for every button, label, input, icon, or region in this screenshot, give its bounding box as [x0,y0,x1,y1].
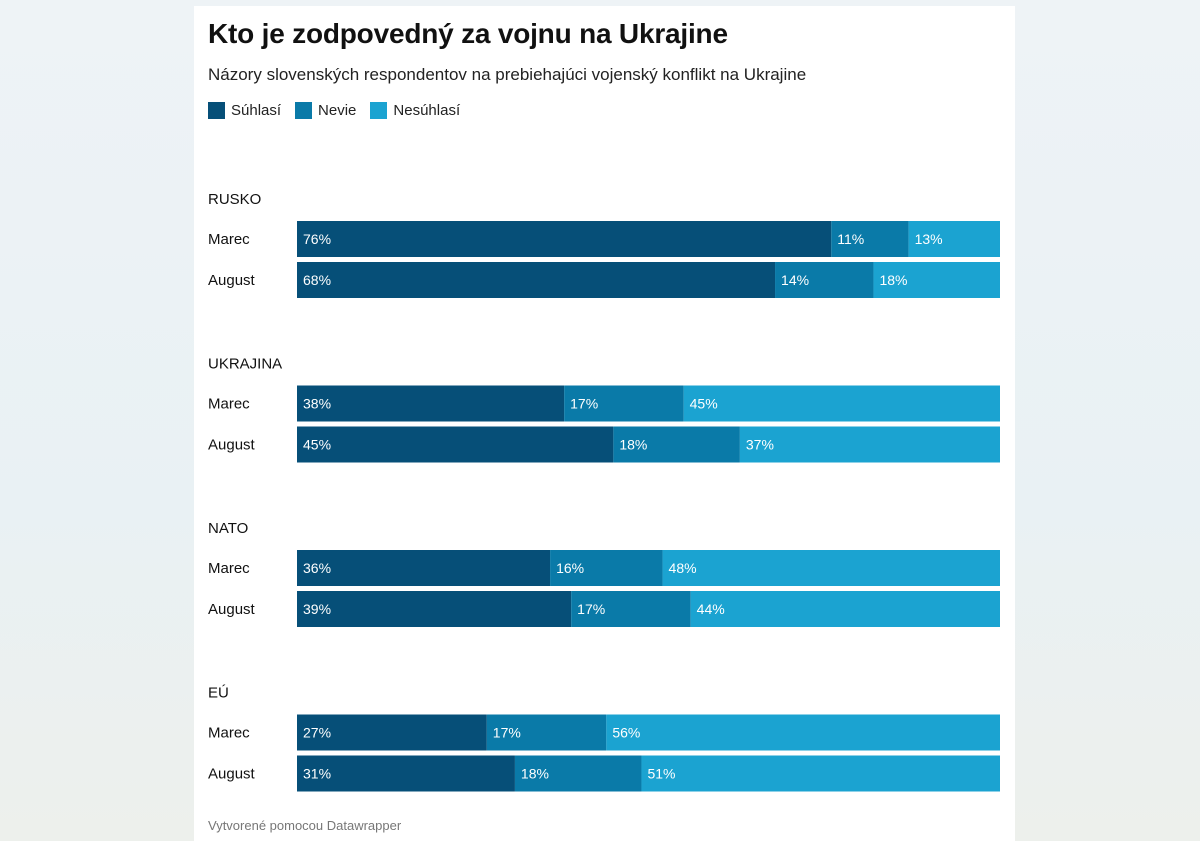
value-label-suhlasi: 38% [303,396,331,412]
value-label-nesuhlasi: 44% [697,601,725,617]
bar-segment-nesuhlasi [606,714,1000,751]
bar-segment-nesuhlasi [873,262,1000,298]
row-label: Marec [208,560,250,577]
value-label-nesuhlasi: 45% [690,396,718,412]
chart-subtitle: Názory slovenských respondentov na prebi… [208,65,807,84]
bar-segment-suhlasi [297,262,776,298]
group-label: EÚ [208,685,229,702]
bar-segment-nevie [550,550,663,586]
value-label-nevie: 18% [619,437,647,453]
group-label: RUSKO [208,191,261,208]
bar-segment-suhlasi [297,221,832,257]
value-label-nesuhlasi: 13% [915,231,943,247]
value-label-nesuhlasi: 56% [612,725,640,741]
value-label-suhlasi: 76% [303,231,331,247]
row-label: August [208,601,256,618]
legend-swatch-nevie [295,102,313,119]
value-label-suhlasi: 27% [303,725,331,741]
legend-swatch-nesuhlasi [370,102,388,119]
group-label: NATO [208,520,248,537]
legend-label-suhlasi: Súhlasí [231,102,282,119]
value-label-suhlasi: 45% [303,437,331,453]
bar-segment-nevie [564,385,684,422]
bar-segment-suhlasi [297,591,572,627]
value-label-nevie: 16% [556,560,584,576]
legend-label-nesuhlasi: Nesúhlasí [393,102,461,119]
legend-item-suhlasi: Súhlasí [208,102,281,119]
value-label-nesuhlasi: 48% [669,560,697,576]
bar-segment-nesuhlasi [908,221,1000,257]
bar-segment-nesuhlasi [739,426,1000,463]
bar-segment-nesuhlasi [690,591,1000,627]
row-label: Marec [208,231,250,248]
stacked-bar-chart: RUSKO Marec 76% 11% 13% August 68% 14% 18% UKRAJI… [208,191,1000,792]
bar-segment-nesuhlasi [662,550,1000,586]
value-label-suhlasi: 36% [303,560,331,576]
legend-label-nevie: Nevie [318,102,357,119]
value-label-suhlasi: 39% [303,601,331,617]
value-label-nesuhlasi: 51% [647,766,675,782]
bar-segment-nesuhlasi [641,755,1000,792]
bar-segment-nevie [613,426,740,463]
bar-segment-nevie [775,262,874,298]
group-label: UKRAJINA [208,356,282,373]
bar-segment-suhlasi [297,426,614,463]
row-label: August [208,437,256,454]
bar-segment-suhlasi [297,714,487,751]
value-label-suhlasi: 68% [303,272,331,288]
value-label-nevie: 17% [570,396,598,412]
bar-segment-suhlasi [297,755,515,792]
bar-segment-nevie [514,755,642,792]
value-label-nesuhlasi: 37% [746,437,774,453]
bar-segment-nevie [831,221,909,257]
value-label-nevie: 17% [577,601,605,617]
value-label-nevie: 17% [493,725,521,741]
chart-card: Kto je zodpovedný za vojnu na Ukrajine N… [194,6,1015,841]
value-label-nevie: 14% [781,272,809,288]
row-label: August [208,272,256,289]
bar-segment-nevie [486,714,607,751]
legend-swatch-suhlasi [208,102,225,119]
row-label: August [208,766,256,783]
row-label: Marec [208,725,250,742]
footer-credit: Vytvorené pomocou Datawrapper [208,818,402,833]
chart-title: Kto je zodpovedný za vojnu na Ukrajine [208,18,728,49]
legend-item-nevie: Nevie [295,102,356,119]
chart-legend: Súhlasí Nevie Nesúhlasí [208,102,460,119]
value-label-suhlasi: 31% [303,766,331,782]
legend-item-nesuhlasi: Nesúhlasí [370,102,460,119]
bar-segment-nesuhlasi [683,385,1000,422]
row-label: Marec [208,396,250,413]
value-label-nevie: 11% [837,231,864,247]
bar-segment-suhlasi [297,385,565,422]
value-label-nesuhlasi: 18% [879,272,907,288]
bar-segment-suhlasi [297,550,551,586]
bar-segment-nevie [571,591,691,627]
value-label-nevie: 18% [521,766,549,782]
